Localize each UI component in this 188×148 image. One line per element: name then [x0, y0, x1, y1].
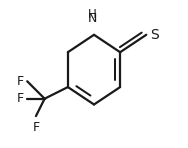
Text: N: N: [88, 12, 97, 25]
Text: F: F: [16, 92, 24, 105]
Text: H: H: [88, 8, 97, 21]
Text: F: F: [32, 121, 39, 134]
Text: F: F: [16, 75, 24, 88]
Text: S: S: [150, 28, 159, 42]
